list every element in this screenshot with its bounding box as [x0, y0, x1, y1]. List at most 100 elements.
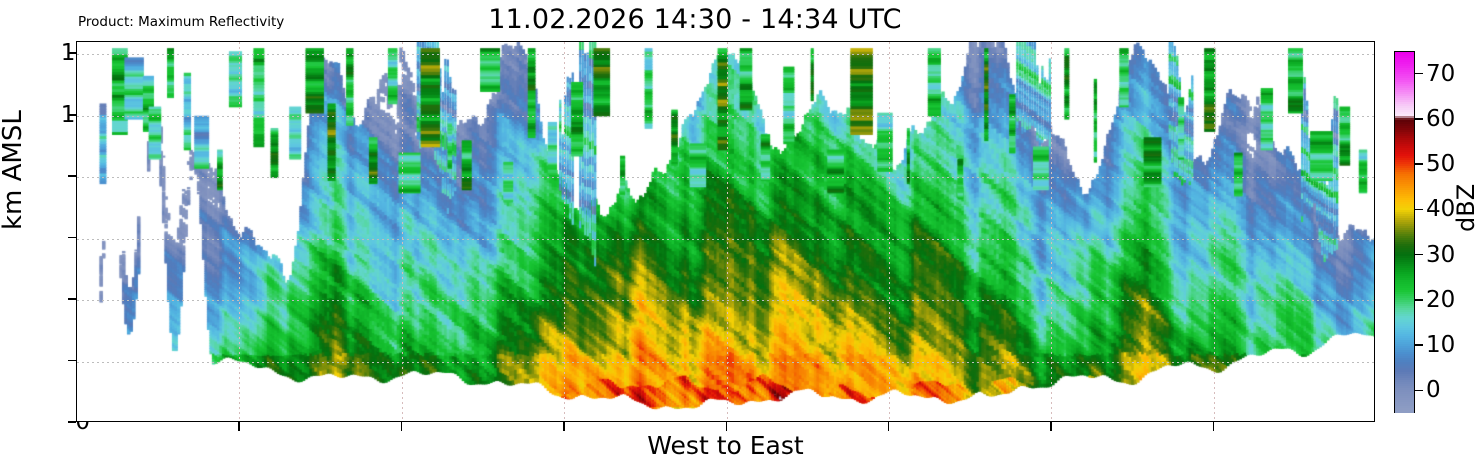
reflectivity-heatmap — [77, 42, 1374, 421]
colorbar-band — [1395, 286, 1414, 289]
colorbar-band — [1395, 338, 1414, 341]
colorbar-band — [1395, 82, 1414, 85]
colorbar-band — [1395, 55, 1414, 59]
colorbar-band — [1395, 254, 1414, 257]
colorbar-band — [1395, 190, 1414, 193]
colorbar-band — [1395, 98, 1414, 101]
y-tick-mark — [68, 113, 76, 116]
colorbar-band — [1395, 246, 1414, 249]
colorbar-band — [1395, 282, 1414, 285]
colorbar-band — [1395, 198, 1414, 201]
colorbar-band — [1395, 352, 1414, 355]
colorbar-band — [1395, 252, 1414, 255]
colorbar-band — [1395, 266, 1414, 269]
y-tick-mark — [68, 175, 76, 177]
colorbar-band — [1395, 328, 1414, 331]
colorbar-band — [1395, 210, 1414, 213]
colorbar-band — [1395, 366, 1414, 369]
colorbar-tick-mark — [1415, 389, 1423, 392]
colorbar-band — [1395, 156, 1414, 159]
colorbar-band — [1395, 188, 1414, 191]
y-tick-mark — [68, 236, 76, 239]
colorbar-band — [1395, 292, 1414, 295]
colorbar-band — [1395, 284, 1414, 287]
colorbar-band — [1395, 308, 1414, 311]
colorbar-band — [1395, 80, 1414, 83]
colorbar-band — [1395, 368, 1414, 371]
colorbar-band — [1395, 394, 1414, 397]
y-tick-mark — [68, 359, 76, 362]
colorbar-band — [1395, 102, 1414, 105]
colorbar-band — [1395, 184, 1414, 187]
colorbar-band — [1395, 302, 1414, 305]
colorbar-tick-mark — [1415, 299, 1423, 301]
colorbar-band — [1395, 182, 1414, 185]
colorbar-band — [1395, 204, 1414, 207]
colorbar-band — [1395, 374, 1414, 377]
colorbar-band — [1395, 91, 1414, 95]
colorbar-band — [1395, 380, 1414, 383]
colorbar-band — [1395, 150, 1414, 153]
colorbar-band — [1395, 296, 1414, 299]
colorbar-band — [1395, 342, 1414, 345]
colorbar-band — [1395, 390, 1414, 393]
colorbar-band — [1395, 290, 1414, 293]
colorbar-band — [1395, 86, 1414, 89]
colorbar-tick-mark — [1415, 208, 1423, 211]
colorbar-band — [1395, 100, 1414, 103]
colorbar-tick-mark — [1415, 118, 1423, 120]
colorbar-band — [1395, 180, 1414, 183]
colorbar-band — [1395, 175, 1414, 179]
colorbar-band — [1395, 196, 1414, 199]
y-tick-mark — [68, 421, 76, 423]
colorbar-band — [1395, 272, 1414, 275]
x-tick-mark-2 — [563, 422, 565, 431]
colorbar-band — [1395, 154, 1414, 157]
colorbar-band — [1395, 304, 1414, 307]
colorbar-tick-mark — [1415, 344, 1423, 346]
colorbar-band — [1395, 134, 1414, 137]
colorbar-band — [1395, 230, 1414, 233]
figure-title: 11.02.2026 14:30 - 14:34 UTC — [488, 4, 902, 35]
colorbar-band — [1395, 256, 1414, 259]
colorbar-band — [1395, 178, 1414, 181]
colorbar-band — [1395, 158, 1414, 161]
y-tick-mark — [68, 298, 76, 300]
colorbar-band — [1395, 104, 1414, 107]
colorbar-band — [1395, 113, 1414, 117]
colorbar-band — [1395, 142, 1414, 145]
colorbar-band — [1395, 71, 1414, 75]
product-label: Product: Maximum Reflectivity — [78, 14, 285, 30]
colorbar-band — [1395, 344, 1414, 347]
colorbar-band — [1395, 314, 1414, 317]
colorbar-band — [1395, 370, 1414, 373]
colorbar-band — [1395, 316, 1414, 319]
colorbar-band — [1395, 258, 1414, 261]
colorbar-band — [1395, 166, 1414, 169]
colorbar-band — [1395, 312, 1414, 315]
colorbar-band — [1395, 250, 1414, 253]
colorbar-band — [1395, 224, 1414, 227]
colorbar-band — [1395, 128, 1414, 131]
colorbar-band — [1395, 118, 1414, 121]
colorbar-band — [1395, 226, 1414, 229]
colorbar-band — [1395, 90, 1414, 93]
colorbar-band — [1395, 208, 1414, 211]
colorbar-band — [1395, 234, 1414, 237]
colorbar-band — [1395, 192, 1414, 195]
colorbar-band — [1395, 310, 1414, 313]
colorbar-band — [1395, 67, 1414, 71]
colorbar-band — [1395, 140, 1414, 143]
colorbar-band — [1395, 174, 1414, 177]
colorbar-band — [1395, 362, 1414, 365]
colorbar-band — [1395, 222, 1414, 225]
colorbar-band — [1395, 384, 1414, 387]
colorbar-tick-label-0: 0 — [1426, 377, 1441, 404]
colorbar-band — [1395, 364, 1414, 367]
colorbar-band — [1395, 244, 1414, 247]
x-tick-mark-6 — [1212, 422, 1215, 431]
colorbar-band — [1395, 162, 1414, 165]
colorbar-tick-label-60: 60 — [1426, 105, 1456, 132]
colorbar-band — [1395, 83, 1414, 87]
